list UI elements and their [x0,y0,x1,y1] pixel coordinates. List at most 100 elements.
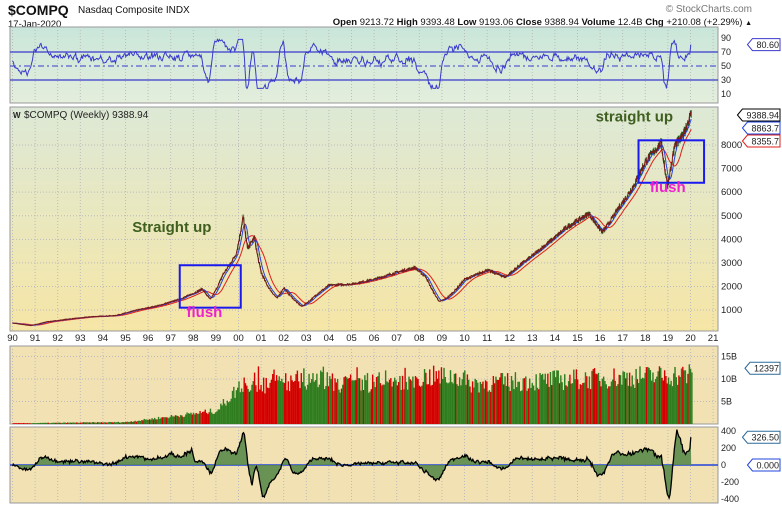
volume-bar [292,381,295,424]
volume-bar [670,380,672,424]
symbol: $COMPQ [8,2,69,18]
volume-bar [639,366,641,424]
volume-bar [353,380,356,424]
ma-fast-last-value: 8863.7 [751,124,779,134]
volume-bar [660,367,662,424]
volume-bar [113,421,116,424]
volume-bar [291,380,293,424]
company-name: Nasdaq Composite [78,5,164,16]
volume-bar [425,372,427,424]
volume-bar [491,384,493,424]
volume-bar [188,413,191,424]
annotation-label: Straight up [132,219,211,236]
volume-bar [325,386,327,424]
volume-bar [90,422,92,424]
x-tick-label: 18 [640,333,651,344]
volume-bar [266,387,269,424]
volume-bar [91,422,94,424]
volume-bar [609,386,611,424]
volume-bar [159,418,161,424]
volume-bar [426,384,428,424]
volume-bar [124,422,126,424]
volume-bar [386,381,388,424]
volume-bar [108,421,110,424]
volume-bar [414,376,417,424]
volume-bar [29,423,31,424]
volume-bar [442,379,444,424]
volume-bar [536,387,539,424]
price-panel [9,106,719,332]
volume-bar [553,370,556,424]
volume-bar [435,371,437,424]
volume-bar [220,403,222,424]
volume-bar [242,391,244,424]
price-last-value: 9388.94 [746,111,779,121]
volume-bar [565,385,567,424]
volume-bar [191,414,193,424]
volume-bar [634,387,636,424]
volume-bar [117,421,120,424]
volume-bar [318,384,321,424]
volume-bar [601,378,604,424]
volume-bar [22,422,25,424]
volume-bar [647,366,649,424]
volume-bar [531,383,533,424]
volume-bar [373,381,375,424]
volume-bar [287,381,290,424]
volume-bar [83,422,86,424]
volume-bar [227,402,230,424]
volume-bar [509,391,511,424]
volume-bar [237,387,239,424]
volume-bar [676,384,679,424]
date: 17-Jan-2020 [8,19,62,30]
volume-bar [466,374,469,424]
x-tick-label: 91 [30,333,41,344]
rsi-panel [9,26,719,104]
ma-fast-last-value-tag [741,121,781,135]
volume-bar [580,384,583,424]
volume-bar [243,377,245,424]
volume-bar [41,422,43,424]
volume-bar [127,422,130,424]
chg-label: Chg [645,17,664,28]
volume-bar [240,388,243,424]
volume-bar [57,422,60,424]
volume-bar [400,389,402,424]
volume-bar [105,422,108,424]
volume-bar [662,380,665,424]
volume-bar [640,378,642,424]
x-tick-label: 94 [98,333,109,344]
volume-bar [479,381,482,424]
volume-bar [401,375,404,424]
volume-bar [178,417,181,424]
volume-bar [358,378,361,424]
volume-bar [269,382,271,424]
volume-bar [503,384,505,424]
x-tick-label: 01 [256,333,267,344]
volume-bar [445,382,448,424]
volume-bar [369,391,371,424]
volume-bar [283,382,286,424]
volume-bar [458,377,461,424]
volume-bar [578,389,580,424]
x-tick-label: 13 [527,333,538,344]
volume-bar [648,367,650,424]
volume-bar [465,384,467,424]
volume-bar [148,419,151,424]
volume-bar [235,390,238,424]
volume-bar [296,370,299,424]
x-tick-label: 04 [324,333,335,344]
volume-bar [96,422,99,424]
volume-bar [492,376,495,424]
price-last-value-tag [736,108,781,122]
volume-bar [407,389,409,424]
volume-bar [18,423,21,424]
volume-bar [436,378,439,424]
volume-bar [198,413,200,424]
volume-bar [150,419,152,424]
volume-bar [360,390,362,424]
volume-bar [86,422,88,424]
volume-bar [526,390,528,424]
chg-value: +210.08 (+2.29%) [666,17,743,28]
